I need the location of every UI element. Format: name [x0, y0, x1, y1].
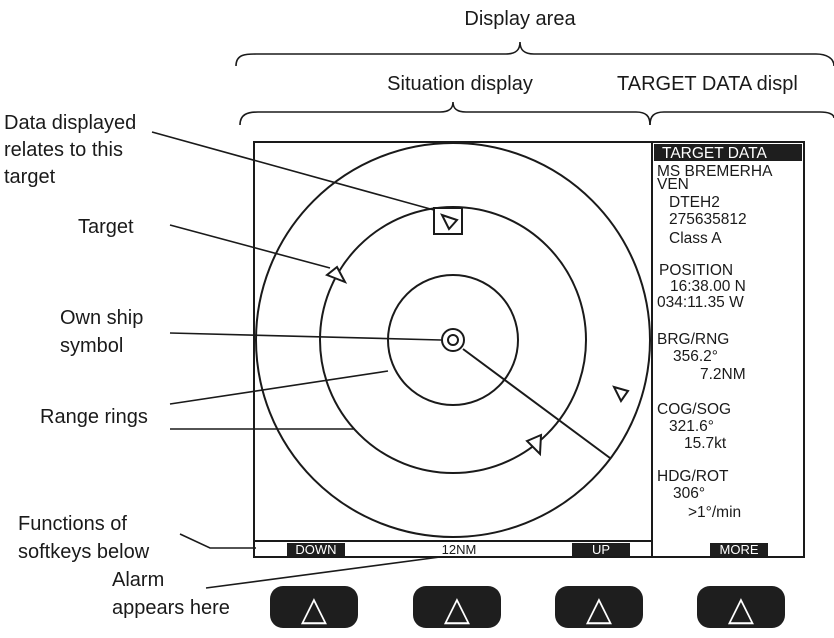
callout-alarm-line-1: Alarm [112, 569, 164, 591]
selected-target-triangle [440, 213, 459, 231]
brg-rng-label: BRG/RNG [657, 331, 729, 348]
hdg-rot-label: HDG/ROT [657, 468, 729, 485]
softkey-label-more-bg [710, 543, 768, 556]
callout-softkeys-line-2: softkeys below [18, 541, 150, 563]
heading-value: 306° [673, 485, 705, 502]
callout-data-relates-line-3: target [4, 166, 56, 188]
range-value: 7.2NM [700, 366, 746, 383]
vessel-name-line-2: VEN [657, 176, 689, 193]
softkey-4-triangle-icon: △ [728, 590, 755, 628]
display-area-brace [235, 41, 834, 67]
display-area-label: Display area [464, 8, 576, 30]
target-data-display-label: TARGET DATA displ [617, 73, 798, 95]
position-latitude: 16:38.00 N [670, 278, 746, 295]
softkey-4[interactable]: △ [697, 586, 785, 628]
sog-value: 15.7kt [684, 435, 727, 452]
range-ring-outer [255, 142, 651, 538]
vessel-class: Class A [669, 230, 722, 247]
softkey-1[interactable]: △ [270, 586, 358, 628]
softkey-3-triangle-icon: △ [586, 590, 613, 628]
callout-softkeys-line-1: Functions of [18, 513, 127, 535]
range-ring-inner [387, 274, 519, 406]
softkey-2[interactable]: △ [413, 586, 501, 628]
bearing-value: 356.2° [673, 348, 718, 365]
own-ship-symbol-inner [447, 334, 459, 346]
leader-target [169, 224, 331, 269]
position-label: POSITION [659, 262, 733, 279]
situation-display-label: Situation display [387, 73, 533, 95]
softkey-label-down-bg [287, 543, 345, 556]
callout-range-rings: Range rings [40, 406, 148, 428]
softkey-4-body[interactable] [697, 586, 785, 628]
target-data-brace [649, 111, 834, 126]
leader-alarm [205, 556, 441, 589]
leader-range-ring-inner [169, 370, 389, 405]
softkey-label-down: DOWN [295, 542, 336, 557]
softkey-3-body[interactable] [555, 586, 643, 628]
softkey-3[interactable]: △ [555, 586, 643, 628]
leader-data-relates [151, 131, 435, 211]
callout-data-relates-line-2: relates to this [4, 139, 123, 161]
range-scale-label: 12NM [442, 542, 477, 557]
softkey-1-triangle-icon: △ [301, 590, 328, 628]
vessel-callsign: DTEH2 [669, 194, 720, 211]
own-ship-symbol-outer [441, 328, 465, 352]
target-triangle-right[interactable] [612, 385, 630, 403]
softkey-2-body[interactable] [413, 586, 501, 628]
leader-softkeys [179, 533, 256, 549]
softkey-1-body[interactable] [270, 586, 358, 628]
softkey-label-more: MORE [720, 542, 759, 557]
softkey-label-up-bg [572, 543, 630, 556]
vessel-name-line-1: MS BREMERHA [657, 163, 773, 180]
target-triangle-left[interactable] [325, 265, 348, 284]
position-longitude: 034:11.35 W [657, 294, 744, 311]
rate-of-turn-value: >1°/min [688, 504, 741, 521]
callout-alarm-line-2: appears here [112, 597, 230, 619]
softkey-label-up: UP [592, 542, 610, 557]
softkey-2-triangle-icon: △ [444, 590, 471, 628]
callout-target: Target [78, 216, 134, 238]
panel-title: TARGET DATA [662, 145, 767, 162]
callout-data-relates-line-1: Data displayed [4, 112, 136, 134]
cog-sog-label: COG/SOG [657, 401, 731, 418]
target-triangle-bottom[interactable] [525, 433, 543, 457]
callout-own-ship-line-2: symbol [60, 335, 123, 357]
situation-display-brace [239, 101, 651, 126]
screen-frame [253, 141, 805, 558]
leader-own-ship [169, 332, 442, 341]
cog-value: 321.6° [669, 418, 714, 435]
vessel-mmsi: 275635812 [669, 211, 747, 228]
callout-own-ship-line-1: Own ship [60, 307, 143, 329]
panel-title-bar [654, 144, 802, 161]
own-ship-heading-line [462, 348, 611, 459]
